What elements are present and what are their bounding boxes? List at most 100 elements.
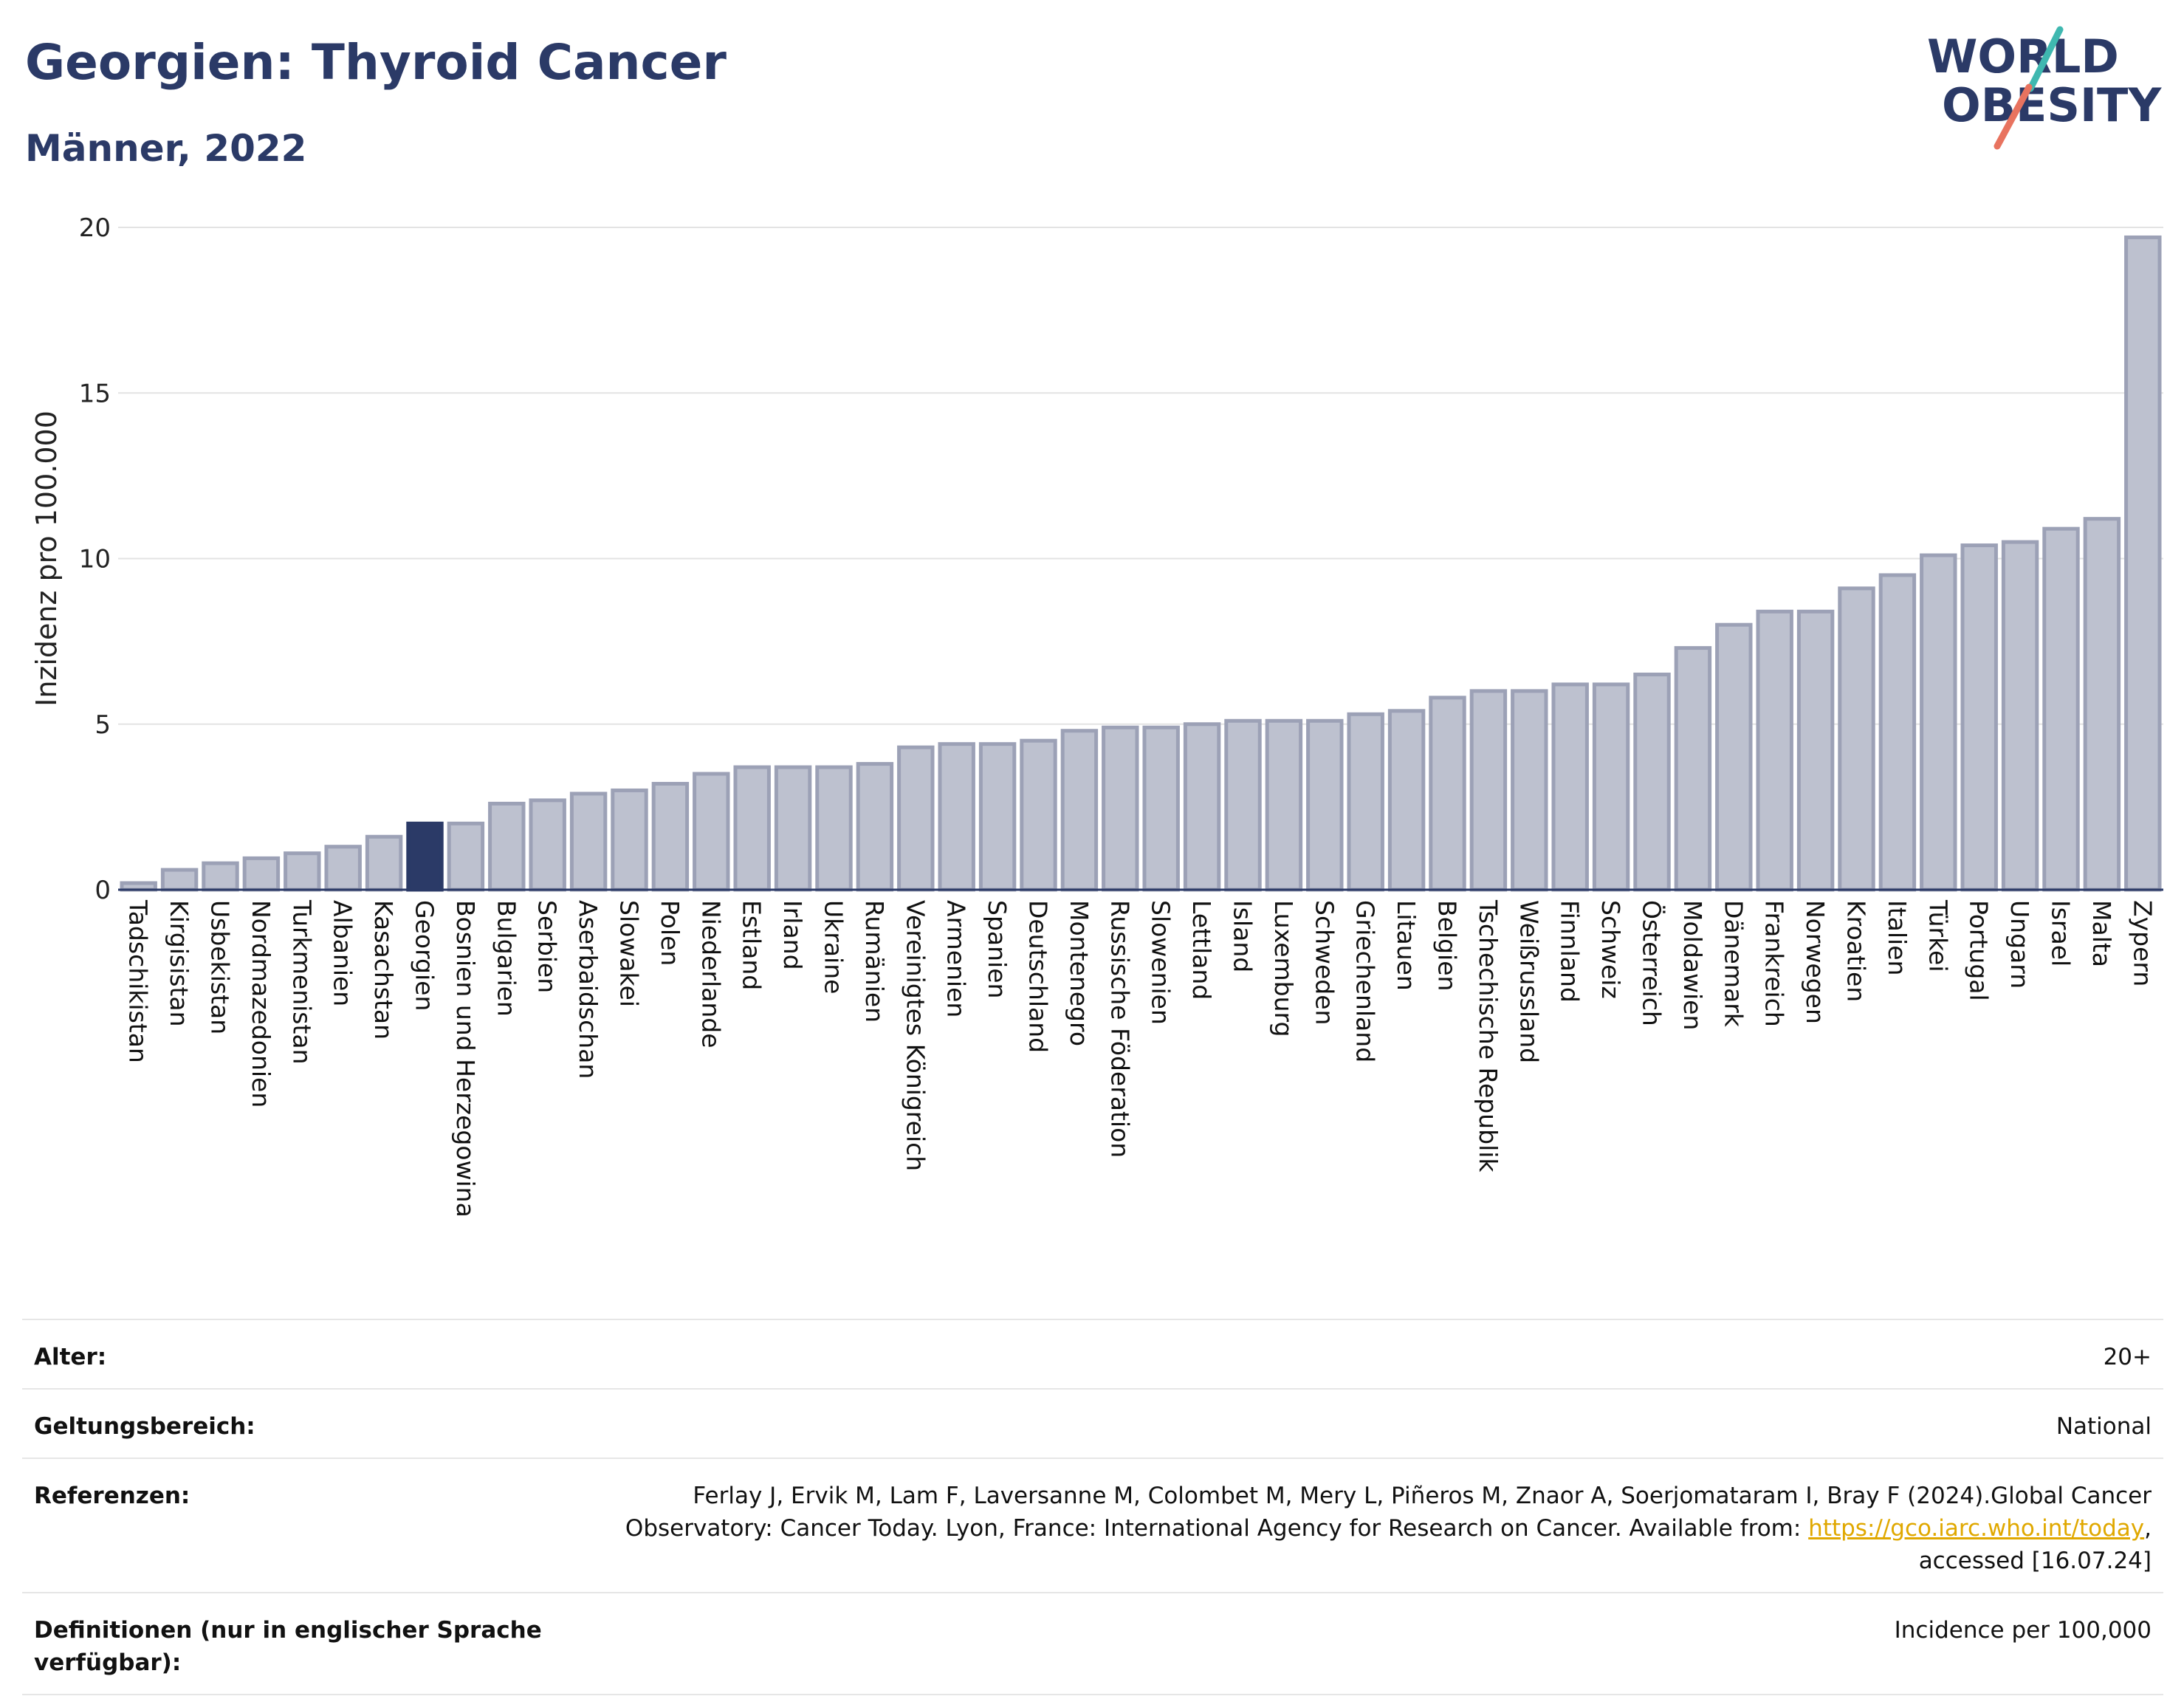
bar-malta	[2083, 517, 2121, 892]
x-tick-label: Estland	[738, 900, 766, 990]
meta-row-definitions: Definitionen (nur in englischer Sprache …	[22, 1592, 2163, 1695]
bar-rumänien	[856, 762, 894, 892]
x-tick-label: Lettland	[1187, 900, 1216, 1000]
bar-schweden	[1306, 718, 1344, 892]
bar-kirgisistan	[160, 868, 199, 892]
bar-ukraine	[815, 765, 853, 892]
bar-russische-föderation	[1102, 725, 1139, 892]
bar-armenien	[938, 742, 975, 892]
x-tick-label: Russische Föderation	[1105, 900, 1134, 1158]
bar-chart: 0 5 10 15 20 Inzidenz pro 100.000 Tadschikista…	[30, 213, 2163, 1218]
x-tick-label: Luxemburg	[1269, 900, 1298, 1037]
bar-irland	[774, 765, 812, 892]
x-tick-label: Serbien	[533, 900, 562, 993]
bar-lettland	[1183, 722, 1221, 892]
bar-niederlande	[693, 772, 730, 892]
x-tick-label: Georgien	[411, 900, 439, 1011]
bar-schweiz	[1592, 682, 1630, 892]
logo-slash-teal	[2027, 26, 2064, 92]
bar-italien	[1878, 573, 1917, 892]
x-tick-label: Finnland	[1556, 900, 1584, 1003]
bar-montenegro	[1060, 729, 1099, 892]
bar-frankreich	[1756, 609, 1793, 892]
x-tick-label: Österreich	[1638, 900, 1667, 1026]
bar-albanien	[324, 845, 362, 892]
x-tick-label: Polen	[656, 900, 684, 966]
reference-link[interactable]: https://gco.iarc.who.int/today	[1808, 1515, 2145, 1542]
x-tick-label: Armenien	[942, 900, 971, 1017]
bar-belgien	[1429, 696, 1466, 892]
meta-row-age: Alter: 20+	[22, 1319, 2163, 1388]
x-tick-label: Ungarn	[2005, 900, 2034, 989]
x-tick-label: Norwegen	[1801, 900, 1830, 1024]
bar-slowakei	[611, 788, 648, 892]
x-tick-label: Weißrussland	[1514, 900, 1543, 1063]
x-tick-label: Schweden	[1310, 900, 1339, 1025]
x-tick-label: Nordmazedonien	[247, 900, 275, 1108]
x-tick-label: Montenegro	[1065, 900, 1093, 1046]
bar-bulgarien	[488, 801, 526, 892]
reference-text: Ferlay J, Ervik M, Lam F, Laversanne M, …	[625, 1483, 2152, 1542]
x-tick-label: Vereinigtes Königreich	[901, 900, 930, 1171]
meta-value-definitions: Incidence per 100,000	[1894, 1617, 2152, 1644]
bar-deutschland	[1020, 738, 1057, 892]
bar-ungarn	[2001, 540, 2039, 892]
bar-bosnien-und-herzegowina	[447, 821, 485, 892]
x-tick-label: Albanien	[329, 900, 357, 1006]
bar-litauen	[1387, 709, 1426, 892]
x-tick-label: Rumänien	[860, 900, 889, 1023]
bar-vereinigtes-königreich	[897, 745, 935, 892]
bar-kroatien	[1838, 586, 1875, 892]
meta-value-references: Ferlay J, Ervik M, Lam F, Laversanne M, …	[601, 1480, 2152, 1577]
y-tick-label: 15	[79, 379, 111, 408]
bar-weißrussland	[1511, 689, 1548, 892]
logo-slash-coral	[1994, 83, 2033, 150]
bar-island	[1224, 718, 1262, 892]
x-tick-label: Niederlande	[696, 900, 725, 1048]
x-tick-label: Tschechische Republik	[1474, 899, 1503, 1173]
x-tick-label: Zypern	[2128, 900, 2157, 986]
y-axis-title: Inzidenz pro 100.000	[30, 411, 63, 707]
meta-value-scope: National	[2056, 1413, 2152, 1440]
meta-key-definitions: Definitionen (nur in englischer Sprache …	[34, 1617, 542, 1676]
bar-moldawien	[1674, 646, 1712, 892]
bar-slowenien	[1142, 725, 1180, 892]
x-tick-label: Schweiz	[1596, 900, 1625, 999]
x-tick-label: Frankreich	[1760, 900, 1789, 1027]
x-tick-label: Kroatien	[1842, 900, 1871, 1002]
reference-accessed: , accessed [16.07.24]	[1918, 1515, 2152, 1574]
x-tick-label: Slowakei	[615, 900, 644, 1007]
x-tick-label: Türkei	[1923, 899, 1952, 972]
x-tick-label: Tadschikistan	[124, 899, 153, 1063]
world-obesity-logo: WORLD OBESITY	[1927, 26, 2162, 150]
bar-polen	[651, 781, 690, 892]
bar-kasachstan	[365, 834, 403, 892]
x-tick-label: Aserbaidschan	[574, 900, 602, 1079]
meta-value-age: 20+	[2103, 1344, 2152, 1370]
meta-row-references: Referenzen: Ferlay J, Ervik M, Lam F, La…	[22, 1458, 2163, 1592]
x-tick-label: Kirgisistan	[165, 900, 193, 1027]
y-tick-label: 20	[79, 213, 111, 243]
y-tick-label: 10	[79, 545, 111, 574]
bar-nordmazedonien	[242, 856, 281, 892]
x-tick-label: Malta	[2087, 900, 2116, 967]
bar-griechenland	[1347, 712, 1384, 892]
x-tick-label: Spanien	[983, 900, 1012, 998]
x-tick-label: Dänemark	[1719, 900, 1748, 1028]
x-tick-label: Bulgarien	[492, 900, 521, 1017]
x-tick-label: Usbekistan	[206, 900, 235, 1034]
x-tick-label: Island	[1229, 900, 1257, 972]
x-tick-label: Litauen	[1392, 900, 1421, 991]
x-tick-label: Belgien	[1433, 900, 1462, 991]
meta-key-age: Alter:	[34, 1344, 107, 1370]
x-tick-label: Israel	[2047, 900, 2075, 967]
bar-zypern	[2124, 235, 2162, 892]
x-tick-label: Irland	[778, 900, 807, 970]
bar-turkmenistan	[284, 851, 321, 892]
chart-title: Georgien: Thyroid Cancer	[25, 34, 727, 91]
bar-österreich	[1633, 672, 1671, 892]
x-tick-label: Turkmenistan	[287, 899, 316, 1065]
x-tick-label: Italien	[1883, 900, 1912, 975]
x-tick-label: Portugal	[1965, 900, 1994, 1001]
chart-subtitle: Männer, 2022	[25, 127, 307, 170]
